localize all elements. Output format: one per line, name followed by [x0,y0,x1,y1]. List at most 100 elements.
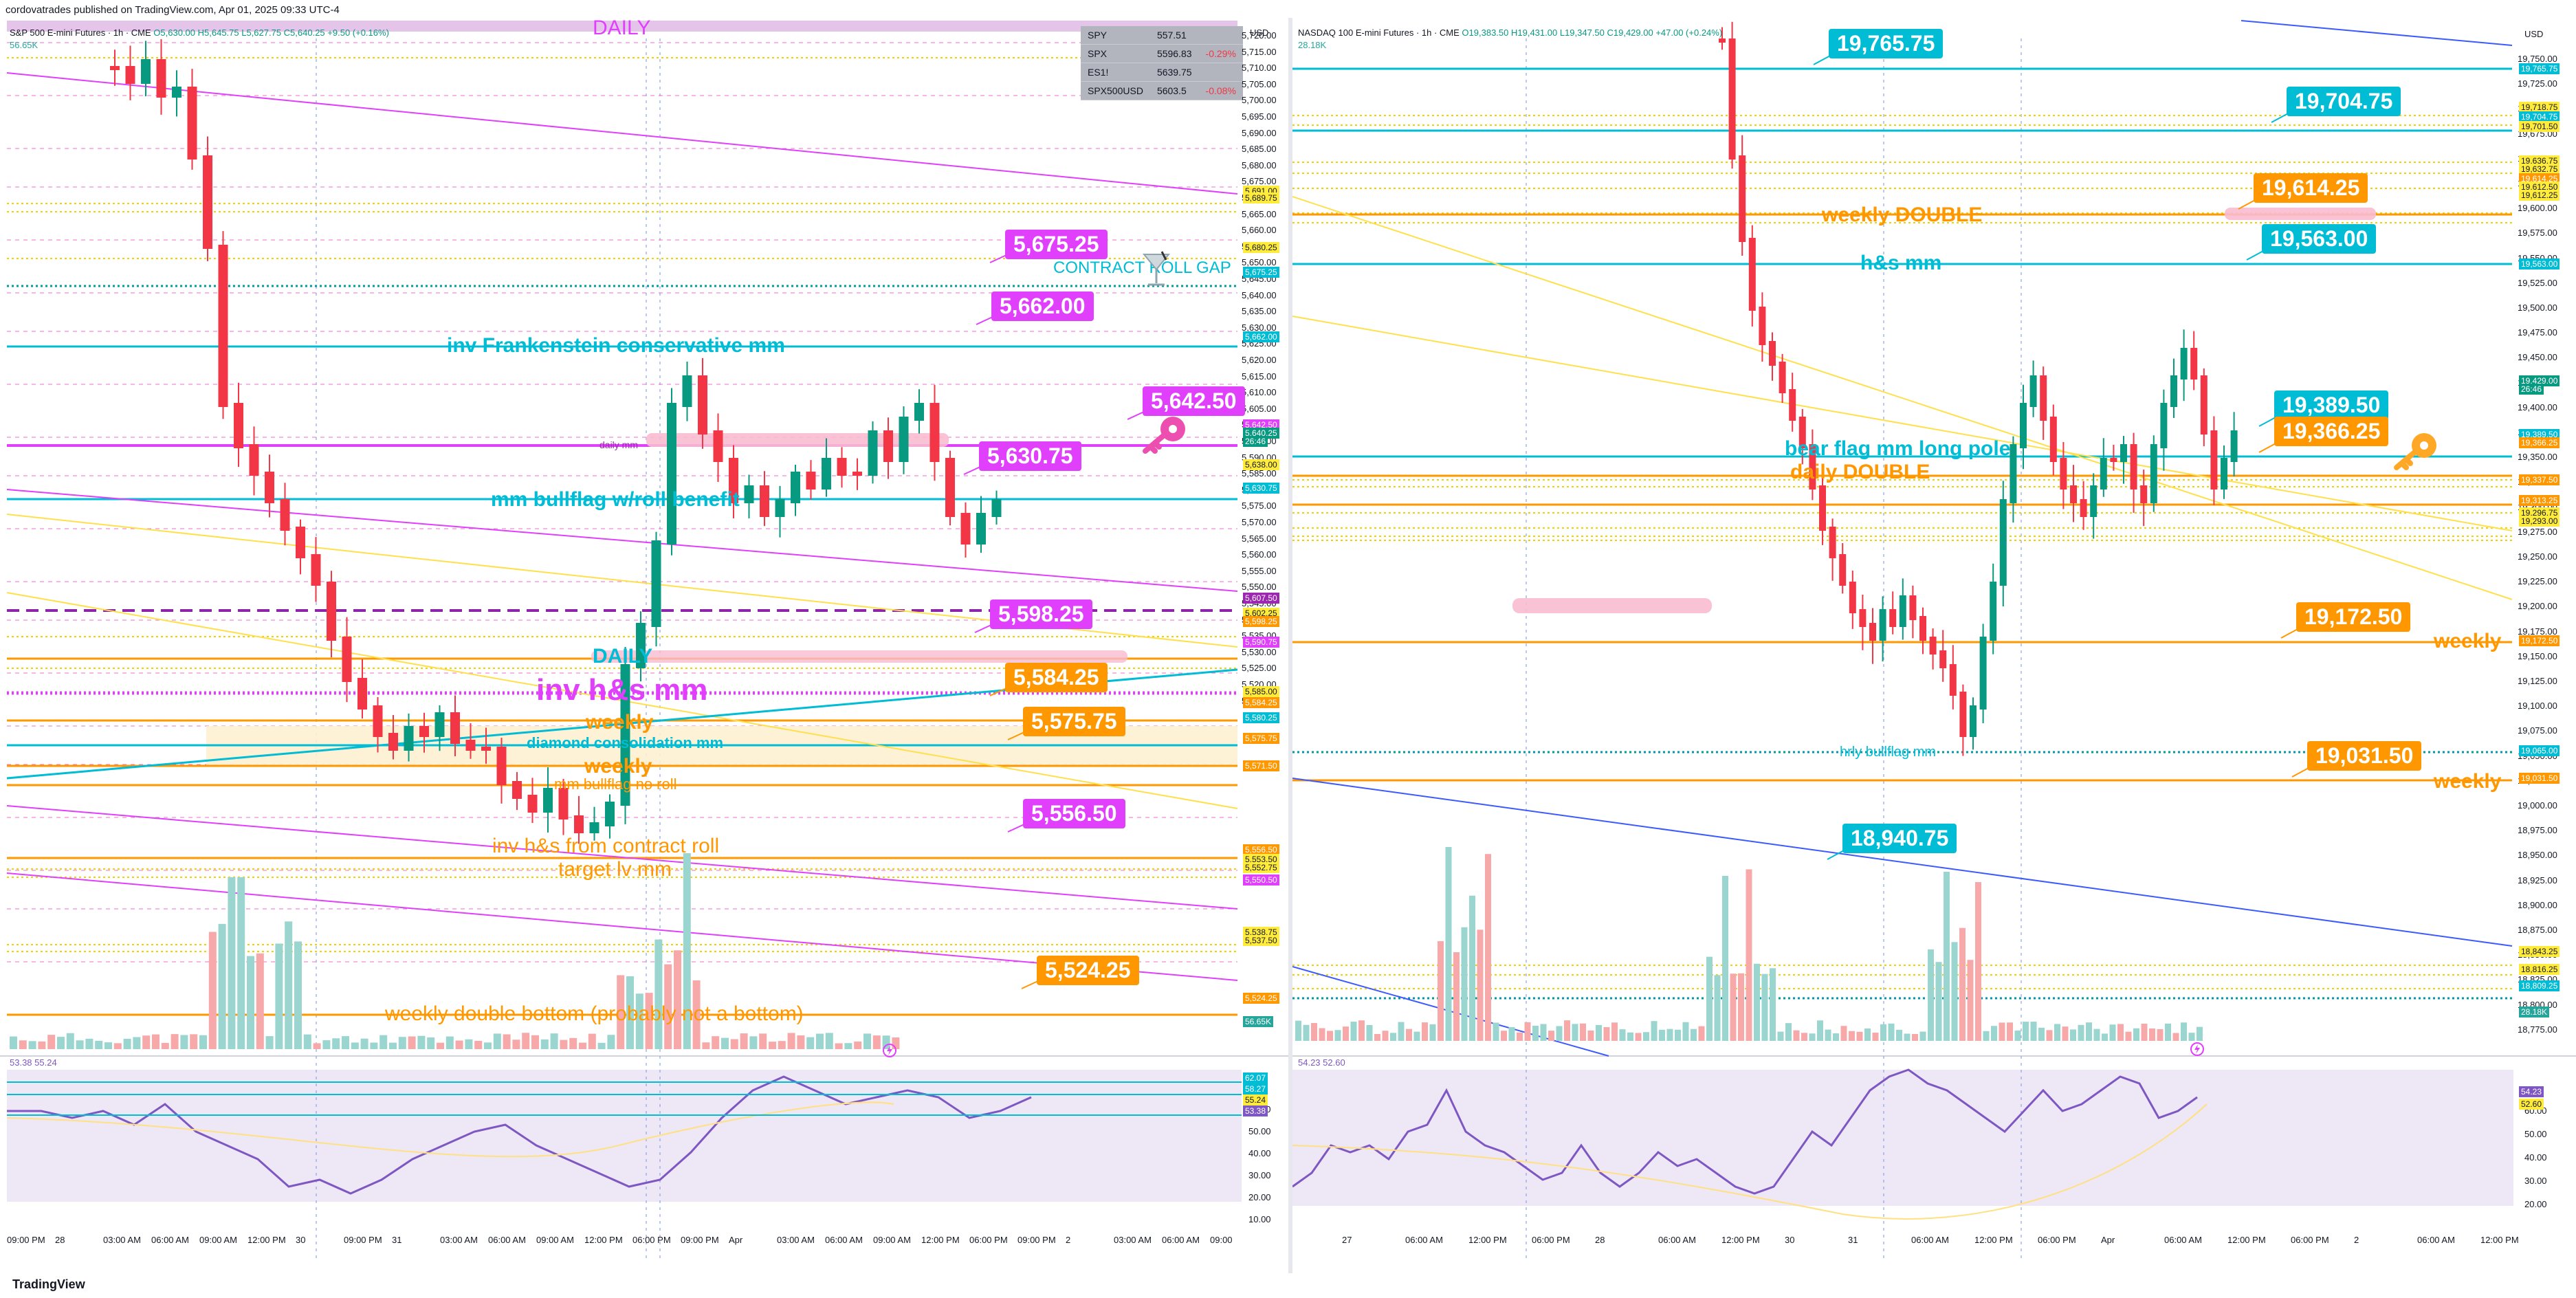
nq-price-tick: 19,150.00 [2518,650,2557,661]
rsi-ma-line [6,1101,894,1158]
volume-bar [2188,1033,2195,1041]
nq-scale-tag: 19,718.75 [2519,102,2560,113]
volume-bar [2165,1023,2171,1041]
candle-body [2020,403,2027,448]
volume-bar [1666,1028,1673,1041]
candle-body [1798,417,1806,448]
es-currency[interactable]: USD [1250,28,1269,38]
volume-bar [1793,1030,1800,1041]
candle-body [667,403,676,544]
nq-rsi-tick: 30.00 [2524,1176,2547,1186]
watchlist-symbol[interactable]: ES1! [1081,63,1150,82]
nq-scale-tag: 19,065.00 [2519,745,2560,756]
es-symbol-name[interactable]: S&P 500 E-mini Futures · 1h · CME [10,28,151,38]
nq-symbol-name[interactable]: NASDAQ 100 E-mini Futures · 1h · CME [1298,28,1460,38]
watchlist-row[interactable]: SPY 557.51 [1081,26,1243,45]
candle-body [2221,458,2227,490]
watchlist-row[interactable]: ES1! 5639.75 [1081,63,1243,82]
channel-line [6,872,1238,981]
nq-volume-label: 28.18K [1298,40,1327,50]
volume-bar [1928,949,1934,1041]
candle-body [1979,637,1987,710]
nq-time-tick: 27 [1342,1235,1352,1245]
alert-bolt-icon[interactable] [2190,1042,2204,1056]
volume-bar [1849,1031,1855,1041]
volume-bar [1485,854,1491,1041]
watchlist-row[interactable]: SPX 5596.83 -0.29% [1081,44,1243,63]
volume-bar [540,1039,549,1049]
candle-body [1889,609,1897,627]
volume-bar [417,1035,426,1049]
nq-symbol-header[interactable]: NASDAQ 100 E-mini Futures · 1h · CME O19… [1298,28,1722,38]
price-box-pointer [2258,416,2278,427]
candle-body [558,788,569,820]
volume-bar [19,1040,27,1049]
volume-bar [1524,1022,1531,1041]
channel-line [6,805,1238,910]
inv-frankenstein-label: inv Frankenstein conservative mm [447,334,785,357]
es-chart-panel[interactable]: S&P 500 E-mini Futures · 1h · CME O5,630… [0,18,1288,1262]
volume-bar [1343,1026,1349,1041]
volume-bar [617,975,625,1049]
volume-bar [123,1038,131,1049]
nq-scale-tag: 19,632.75 [2519,164,2560,175]
volume-bar [2014,1031,2021,1041]
volume-bar [1864,1028,1871,1041]
price-box-pointer [1007,823,1026,833]
price-box: 19,031.50 [2307,741,2422,771]
es-scale-tag: 5,680.25 [1243,242,1279,253]
es-price-tick: 5,695.00 [1242,111,1277,122]
watchlist-widget[interactable]: SPY 557.51 SPX 5596.83 -0.29% ES1! 5639.75 SPX5… [1081,26,1243,100]
volume-bar [1754,963,1760,1041]
panel-divider[interactable] [1288,18,1292,1273]
candle-body [744,485,754,503]
volume-bar [1580,1023,1586,1041]
volume-bar [597,1042,606,1049]
nq-scale-tag: 19,337.50 [2519,474,2560,485]
volume-bar [493,1033,501,1049]
price-box: 19,704.75 [2287,87,2401,117]
rsi-line [7,1075,1032,1195]
nq-time-tick: 31 [1848,1235,1858,1245]
volume-bar [2086,1022,2092,1041]
volume-bar [692,980,701,1049]
watchlist-symbol[interactable]: SPY [1081,26,1150,45]
price-box-pointer [976,316,995,325]
candle-body [2090,485,2098,517]
volume-bar [113,1043,122,1049]
es-time-tick: 03:00 AM [1114,1235,1152,1245]
price-box-pointer [2291,767,2311,778]
es-scale-tag: 5,537.50 [1243,935,1279,946]
volume-bar [1777,1031,1784,1041]
watchlist-symbol[interactable]: SPX500USD [1081,81,1150,100]
es-time-tick: 09:00 AM [873,1235,911,1245]
volume-bar [588,1033,596,1049]
es-price-tick: 5,530.00 [1242,646,1277,657]
nq-currency[interactable]: USD [2524,29,2544,39]
volume-bar [1350,1022,1357,1041]
alert-bolt-icon[interactable] [883,1044,896,1057]
volume-bar [1761,974,1768,1041]
es-price-tick: 5,525.00 [1242,663,1277,674]
nq-chart-panel[interactable]: NASDAQ 100 E-mini Futures · 1h · CME O19… [1292,18,2576,1262]
watchlist-table[interactable]: SPY 557.51 SPX 5596.83 -0.29% ES1! 5639.75 SPX5… [1081,26,1243,100]
watchlist-row[interactable]: SPX500USD 5603.5 -0.08% [1081,81,1243,100]
es-scale-tag: 5,662.00 [1243,331,1279,342]
candle-body [1959,692,1967,737]
volume-bar [721,1037,729,1049]
nq-chart-canvas[interactable] [1292,18,2576,1262]
volume-bar [2078,1024,2084,1041]
watchlist-symbol[interactable]: SPX [1081,44,1150,63]
nq-price-tick: 18,875.00 [2518,925,2557,935]
candle-body [883,430,893,462]
volume-bar [1691,1028,1697,1041]
es-symbol-header[interactable]: S&P 500 E-mini Futures · 1h · CME O5,630… [10,28,389,38]
volume-bar [1856,1031,1863,1041]
volume-bar [1303,1024,1310,1041]
es-chart-canvas[interactable] [0,18,1288,1262]
volume-bar [1327,1031,1333,1041]
nq-time-tick: 30 [1785,1235,1795,1245]
volume-bar [2117,1024,2124,1041]
volume-bar [2023,1022,2029,1041]
volume-bar [199,1035,207,1049]
